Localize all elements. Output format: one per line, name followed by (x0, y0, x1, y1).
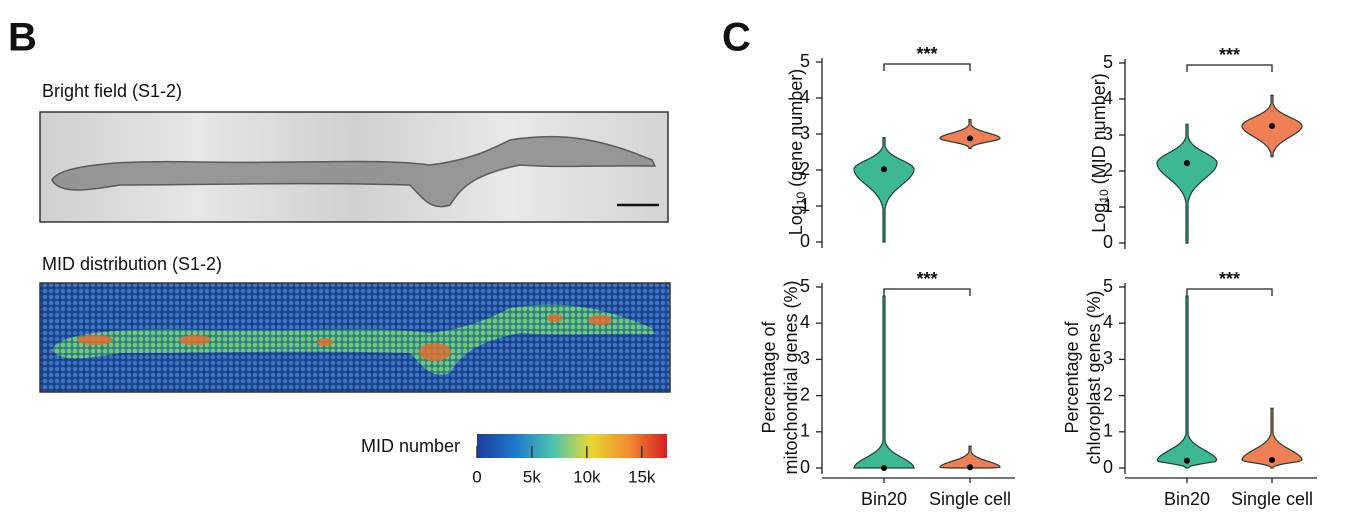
y-tick-label: 4 (800, 312, 810, 332)
y-axis-label: Percentage of (759, 320, 779, 433)
y-tick-label: 3 (1103, 348, 1113, 368)
y-tick-label: 2 (1103, 160, 1113, 180)
violin (1156, 123, 1218, 244)
y-tick-label: 4 (1103, 312, 1113, 332)
x-tick-label: Bin20 (861, 489, 907, 509)
colorbar-tick-label: 15k (628, 467, 656, 486)
y-tick-label: 5 (1103, 276, 1113, 296)
colorbar-tick-label: 10k (573, 467, 601, 486)
median-dot (967, 464, 973, 471)
significance-label: *** (916, 44, 937, 64)
y-tick-label: 0 (800, 231, 810, 251)
y-tick-label: 2 (800, 159, 810, 179)
hotspots (77, 314, 612, 361)
median-dot (1184, 160, 1190, 167)
y-tick-label: 2 (1103, 384, 1113, 404)
median-dot (1269, 457, 1275, 464)
significance-label: *** (1219, 45, 1240, 65)
y-axis-label-part: (gene number) (786, 69, 806, 187)
violin (1241, 407, 1303, 469)
y-tick-label: 1 (800, 195, 810, 215)
y-axis-label: Log10 (MID number) (1089, 73, 1111, 232)
x-tick-label: Single cell (929, 489, 1011, 509)
colorbar (477, 434, 667, 458)
significance-bracket (1186, 64, 1273, 72)
median-dot (1269, 123, 1275, 129)
median-dot (881, 166, 887, 173)
y-tick-label: 1 (800, 421, 810, 441)
y-axis-label: Percentage of (1062, 320, 1082, 433)
significance-bracket (883, 63, 971, 71)
significance-bracket (883, 288, 971, 296)
y-tick-label: 0 (800, 457, 810, 477)
colorbar-tick-label: 0 (472, 467, 481, 486)
violin (853, 137, 915, 243)
tissue (51, 135, 657, 208)
x-tick-label: Bin20 (1164, 489, 1210, 509)
significance-label: *** (916, 269, 937, 289)
y-axis-label-part: Log (786, 205, 806, 235)
y-tick-label: 2 (800, 384, 810, 404)
significance-label: *** (1219, 269, 1240, 289)
y-axis-label-sub: 10 (794, 192, 808, 206)
y-tick-label: 3 (1103, 124, 1113, 144)
panel-label: B (8, 16, 37, 60)
violin (939, 445, 1001, 469)
y-tick-label: 5 (800, 276, 810, 296)
y-tick-label: 4 (1103, 88, 1113, 108)
significance-bracket (1186, 288, 1273, 296)
y-tick-label: 4 (800, 87, 810, 107)
colorbar-label: MID number (361, 436, 460, 456)
median-dot (881, 465, 887, 471)
violin (939, 119, 1001, 149)
tissue-signal (52, 304, 655, 375)
y-axis-label-sub: 10 (1097, 189, 1111, 203)
panel-label: C (722, 16, 751, 60)
colorbar-tick-label: 5k (523, 467, 541, 486)
y-axis-label: Log10 (gene number) (786, 69, 808, 235)
y-axis-label-part: Log (1089, 203, 1109, 233)
median-dot (967, 135, 973, 142)
image-title: MID distribution (S1-2) (42, 254, 222, 274)
y-tick-label: 3 (800, 123, 810, 143)
y-tick-label: 5 (1103, 52, 1113, 72)
y-tick-label: 3 (800, 348, 810, 368)
y-tick-label: 0 (1103, 457, 1113, 477)
x-tick-label: Single cell (1231, 489, 1313, 509)
violin (1156, 295, 1218, 469)
y-tick-label: 0 (1103, 232, 1113, 252)
y-tick-label: 1 (1103, 196, 1113, 216)
image-title: Bright field (S1-2) (42, 81, 182, 101)
y-axis-label: mitochondrial genes (%) (781, 280, 801, 474)
median-dot (1184, 457, 1190, 464)
y-tick-label: 5 (800, 51, 810, 71)
y-axis-label-part: (MID number) (1089, 73, 1109, 184)
violin (853, 295, 915, 469)
y-tick-label: 1 (1103, 421, 1113, 441)
y-axis-label: chloroplast genes (%) (1084, 290, 1104, 464)
